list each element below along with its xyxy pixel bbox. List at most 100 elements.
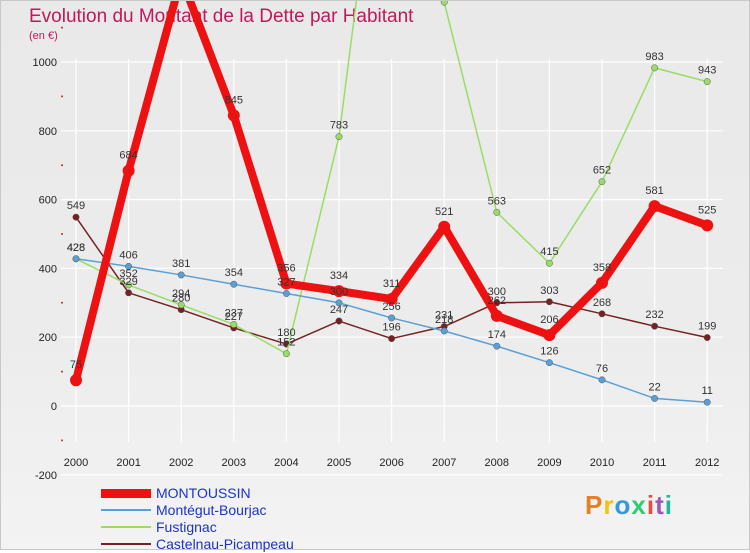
data-point xyxy=(703,398,711,406)
data-point xyxy=(490,309,503,322)
data-label: 783 xyxy=(330,120,348,132)
data-point xyxy=(596,276,608,289)
x-tick-label: 2007 xyxy=(432,457,456,469)
y-tick-label: 1000 xyxy=(33,57,57,69)
x-tick-label: 2002 xyxy=(169,457,193,469)
legend-swatch xyxy=(101,509,151,511)
data-label: 237 xyxy=(225,307,243,319)
y-minor-tick xyxy=(61,26,63,29)
x-tick-label: 2004 xyxy=(274,457,298,469)
y-tick-label: 800 xyxy=(39,126,57,138)
y-tick-label: 0 xyxy=(51,401,57,413)
legend-label: Fustignac xyxy=(156,519,217,535)
data-label: 11 xyxy=(701,385,712,397)
x-tick-label: 2005 xyxy=(327,457,351,469)
x-tick-label: 2011 xyxy=(643,457,667,469)
data-point xyxy=(701,219,714,232)
data-label: 152 xyxy=(277,337,295,349)
y-minor-tick xyxy=(61,164,63,167)
data-point xyxy=(177,271,185,279)
data-label: 381 xyxy=(172,258,190,270)
data-point xyxy=(335,133,343,141)
data-point xyxy=(385,293,398,306)
data-label: 75 xyxy=(70,359,82,371)
data-label: 22 xyxy=(648,381,660,393)
data-point xyxy=(651,64,659,72)
data-point xyxy=(543,329,556,342)
logo-letter: i xyxy=(646,490,656,520)
data-point xyxy=(335,317,343,325)
data-label: 525 xyxy=(698,204,716,216)
data-label: 406 xyxy=(119,249,137,261)
data-label: 549 xyxy=(67,200,85,212)
data-label: 311 xyxy=(383,278,401,290)
y-tick-label: 200 xyxy=(39,332,57,344)
x-tick-label: 2009 xyxy=(537,457,561,469)
data-label: 983 xyxy=(645,51,663,63)
data-point xyxy=(703,78,711,86)
y-tick-label: 600 xyxy=(39,195,57,207)
data-point xyxy=(651,394,659,402)
data-label: 581 xyxy=(645,185,663,197)
data-label: 196 xyxy=(382,322,400,334)
data-label: 218 xyxy=(435,314,453,326)
data-label: 354 xyxy=(225,267,243,279)
data-point xyxy=(230,321,238,328)
data-label: 356 xyxy=(277,263,295,275)
x-tick-label: 2012 xyxy=(695,457,719,469)
y-minor-tick xyxy=(61,301,63,304)
data-point xyxy=(440,327,448,335)
data-label: 199 xyxy=(698,321,716,333)
data-point xyxy=(335,299,343,307)
data-label: 300 xyxy=(330,286,348,298)
y-minor-tick xyxy=(61,95,63,98)
data-label: 327 xyxy=(277,277,295,289)
data-point xyxy=(493,208,501,216)
data-label: 174 xyxy=(488,329,506,341)
data-point xyxy=(545,259,553,267)
data-label: 262 xyxy=(488,295,506,307)
data-label: 428 xyxy=(67,242,85,254)
data-point xyxy=(72,255,80,263)
data-label: 256 xyxy=(382,301,400,313)
x-tick-label: 2008 xyxy=(485,457,509,469)
data-point xyxy=(333,285,345,298)
data-label: 652 xyxy=(593,165,611,177)
data-label: 521 xyxy=(435,206,453,218)
data-point xyxy=(388,314,396,322)
legend-swatch xyxy=(101,543,151,545)
x-tick-label: 2003 xyxy=(222,457,246,469)
data-label: 280 xyxy=(172,293,190,305)
legend-swatch xyxy=(101,488,151,498)
data-point xyxy=(282,350,290,358)
data-point xyxy=(438,220,451,233)
data-label: 231 xyxy=(435,310,453,322)
legend-swatch xyxy=(101,526,151,528)
data-point xyxy=(125,262,133,270)
data-point xyxy=(651,322,659,330)
data-point xyxy=(227,109,240,122)
data-label: 300 xyxy=(488,286,506,298)
data-point xyxy=(648,200,661,213)
data-label: 303 xyxy=(540,285,558,297)
data-label: 358 xyxy=(593,262,611,274)
data-label: 428 xyxy=(67,242,85,254)
data-label: 334 xyxy=(330,270,348,282)
data-label: 180 xyxy=(277,327,295,339)
data-point xyxy=(70,374,82,387)
data-point xyxy=(125,289,133,297)
data-label: 206 xyxy=(540,314,558,326)
data-point xyxy=(545,359,553,367)
data-label: 845 xyxy=(225,94,243,106)
data-label: 76 xyxy=(596,363,608,375)
chart-title: Evolution du Montant de la Dette par Hab… xyxy=(29,6,414,27)
logo-letter: t xyxy=(655,490,665,520)
logo-letter: i xyxy=(664,490,673,520)
logo-letter: x xyxy=(631,490,647,520)
x-tick-label: 2006 xyxy=(379,457,403,469)
data-point xyxy=(493,342,501,350)
logo-letter: o xyxy=(614,490,632,520)
y-minor-tick xyxy=(61,370,63,373)
data-point xyxy=(545,298,553,306)
data-point xyxy=(177,301,185,309)
